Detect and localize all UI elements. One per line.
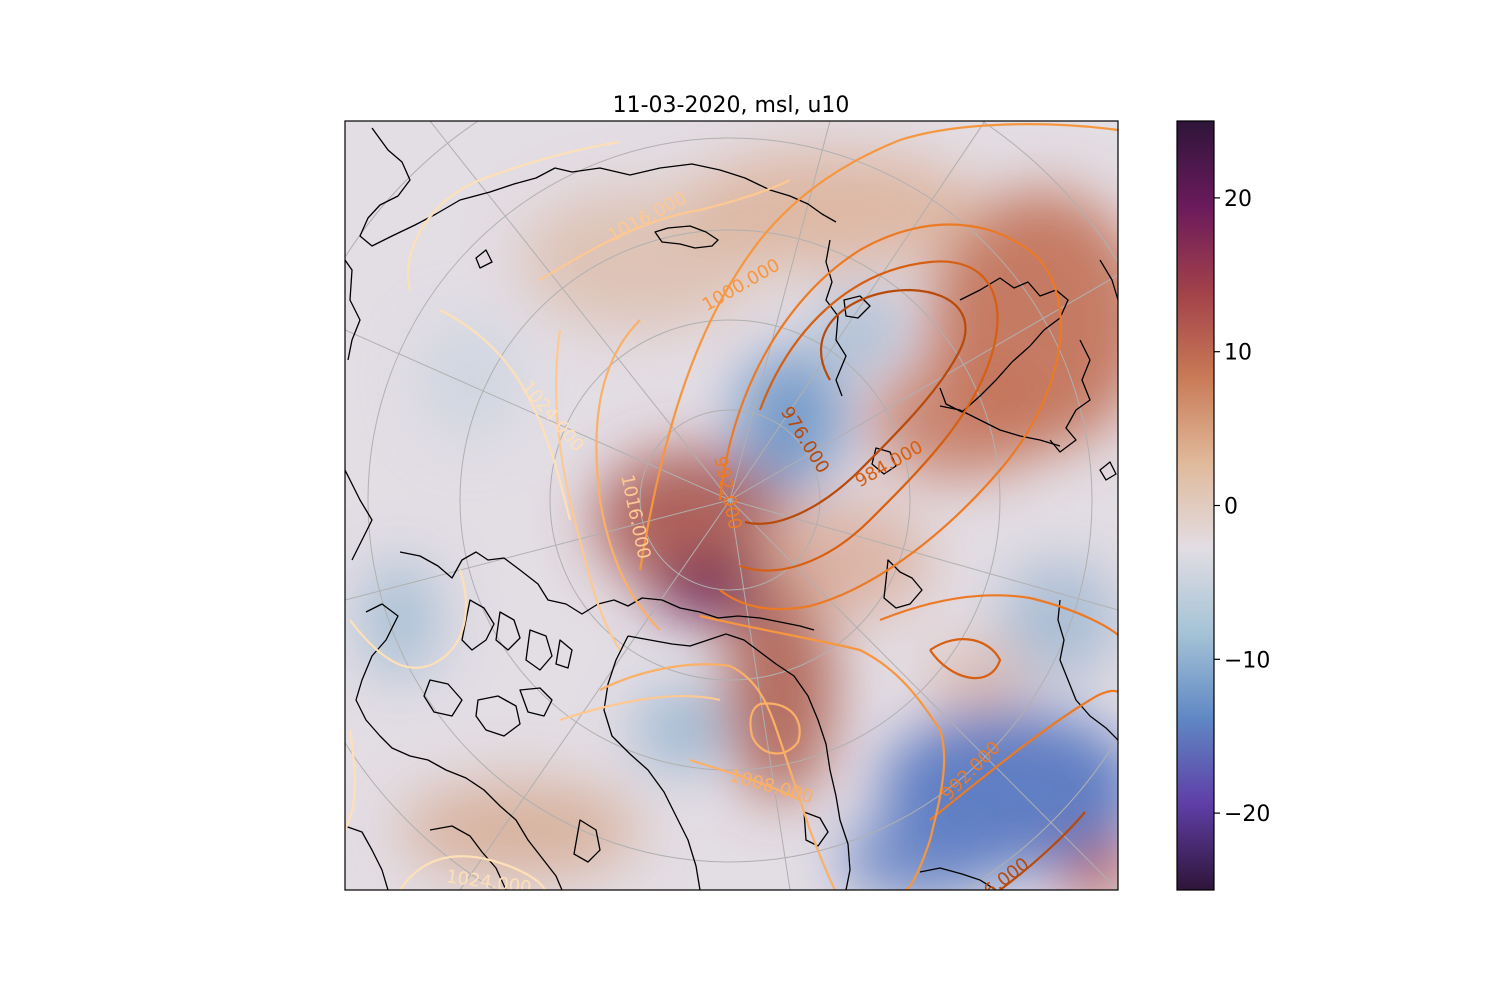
coastline	[555, 639, 573, 669]
contour-984	[739, 260, 999, 572]
contour-1024	[399, 855, 546, 890]
coastline	[939, 405, 1061, 447]
meridian-line	[729, 274, 1118, 501]
contour-1008	[689, 758, 801, 801]
contour-1024	[345, 729, 357, 831]
wind-blob	[930, 640, 1030, 720]
coastline	[475, 249, 493, 269]
contour-1024	[349, 569, 468, 669]
contour-984	[929, 638, 1002, 680]
colorbar-tick-label: 20	[1224, 187, 1252, 212]
meridian-line	[459, 499, 731, 890]
latitude-circle	[639, 409, 821, 591]
meridian-line	[729, 499, 1118, 611]
colorbar: 20 10 0 −10 −20	[1176, 120, 1270, 891]
colorbar-tick-label: 10	[1224, 341, 1252, 366]
wind-blob	[735, 350, 845, 490]
meridian-line	[345, 499, 731, 601]
coastline	[603, 635, 701, 890]
latitude-circle	[459, 229, 1001, 771]
coastline	[423, 679, 463, 717]
meridian-line	[729, 121, 831, 501]
latitude-circle	[549, 319, 911, 681]
coastline	[1099, 461, 1117, 481]
coastlines	[345, 127, 1118, 890]
contour-1016	[539, 179, 791, 281]
meridian-line	[429, 121, 731, 501]
contour-1016	[554, 329, 621, 651]
contour-1008	[599, 663, 836, 890]
contour-1024	[407, 140, 621, 291]
meridian-line	[729, 121, 986, 501]
wind-blob	[420, 320, 520, 440]
contour-1016	[559, 695, 721, 722]
map-panel: 1016.000 1000.000 1024.000 1016.000 992.…	[345, 121, 1118, 890]
contour-992	[929, 689, 1118, 821]
latitude-circle	[367, 137, 1093, 863]
coastline	[654, 225, 719, 249]
colorbar-ticks: 20 10 0 −10 −20	[1214, 187, 1270, 827]
wind-blob	[360, 560, 440, 680]
coastline	[1057, 599, 1118, 741]
colorbar-tick-label: −10	[1224, 648, 1270, 673]
coastline	[883, 559, 923, 609]
wind-blob	[400, 780, 640, 880]
contour-992	[879, 594, 1118, 636]
coastline	[355, 603, 563, 890]
coastline	[495, 611, 521, 651]
meridian-line	[729, 499, 791, 890]
coastline	[429, 825, 507, 890]
coastline	[803, 811, 829, 847]
colorbar-tick-label: −20	[1224, 802, 1270, 827]
colorbar-fill	[1177, 121, 1214, 890]
coastline	[627, 633, 851, 890]
colorbar-tick-label: 0	[1224, 495, 1238, 520]
coastline	[345, 259, 361, 361]
meridian-line	[729, 499, 1118, 890]
contour-976	[999, 811, 1086, 890]
wind-blob	[725, 580, 835, 800]
msl-contours	[345, 123, 1118, 890]
coastline	[919, 867, 997, 890]
contour-1000	[638, 123, 1118, 571]
wind-blob	[635, 690, 725, 770]
coastline	[461, 599, 495, 651]
wind-blob	[1000, 560, 1118, 680]
map-frame	[344, 120, 1119, 891]
contour-1024	[439, 309, 572, 521]
wind-blob	[840, 820, 1000, 890]
contour-1008	[749, 702, 801, 755]
coastline	[345, 825, 389, 890]
contour-976	[744, 288, 967, 525]
coastline	[871, 447, 897, 475]
wind-blob	[820, 290, 900, 370]
coastline	[475, 695, 521, 737]
coastline	[525, 629, 553, 671]
wind-blob	[520, 190, 760, 330]
coastline	[359, 127, 837, 247]
contour-1008	[595, 319, 661, 631]
coastline	[1049, 339, 1091, 453]
coastline	[1099, 259, 1118, 301]
coastline	[843, 295, 871, 319]
coastline	[573, 819, 601, 863]
contour-992	[718, 223, 1062, 611]
graticule	[345, 121, 1118, 890]
coastline	[519, 687, 553, 717]
contour-1000	[699, 614, 946, 890]
chart-title: 11-03-2020, msl, u10	[613, 93, 850, 118]
coastline	[345, 469, 373, 561]
coastline	[399, 551, 815, 631]
